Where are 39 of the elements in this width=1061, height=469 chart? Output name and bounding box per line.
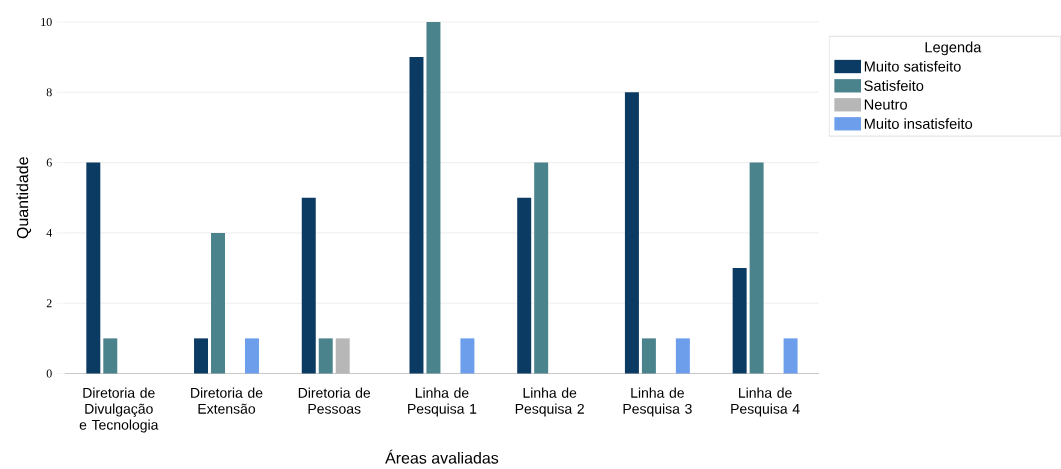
bar: [460, 338, 475, 374]
y-tick-label: 10: [41, 17, 52, 26]
bar: [732, 267, 747, 374]
legend-title: Legenda: [925, 41, 982, 56]
y-tick-label: 0: [46, 369, 52, 378]
y-tick-label: 4: [46, 228, 53, 237]
bar: [641, 338, 656, 374]
bar: [675, 338, 690, 374]
bar: [335, 338, 350, 374]
x-tick-label: Linha de Pesquisa 1: [408, 387, 477, 417]
x-axis-title: Áreas avaliadas: [385, 449, 499, 464]
bar: [534, 162, 549, 374]
x-tick-label: Linha de Pesquisa 3: [623, 387, 692, 417]
bar: [86, 162, 101, 374]
x-tick-label: Diretoria de Pessoas: [298, 387, 371, 414]
legend-label: Muito satisfeito: [864, 60, 961, 72]
bar: [517, 197, 532, 374]
x-tick-label: Linha de Pesquisa 2: [515, 387, 584, 417]
bar: [194, 338, 209, 374]
legend-label: Satisfeito: [864, 79, 924, 91]
bar: [426, 21, 441, 374]
bar: [409, 56, 424, 374]
y-axis-title: Quantidade: [16, 156, 32, 239]
x-tick-label: Diretoria de Divulgação e Tecnologia: [79, 387, 159, 433]
bar: [211, 232, 225, 374]
x-tick-label: Diretoria de Extensão: [191, 387, 263, 414]
x-tick-label: Linha de Pesquisa 4: [731, 387, 800, 417]
y-tick-label: 2: [46, 299, 52, 307]
bar: [244, 338, 259, 374]
bar: [624, 92, 639, 374]
legend-label: Muito insatisfeito: [864, 117, 973, 129]
bar: [318, 338, 333, 374]
bar: [749, 162, 764, 374]
y-tick-label: 8: [46, 88, 52, 97]
legend-label: Neutro: [864, 99, 907, 110]
bar: [783, 338, 798, 374]
bar: [301, 197, 316, 374]
y-tick-label: 6: [46, 158, 52, 167]
bar: [103, 338, 118, 374]
